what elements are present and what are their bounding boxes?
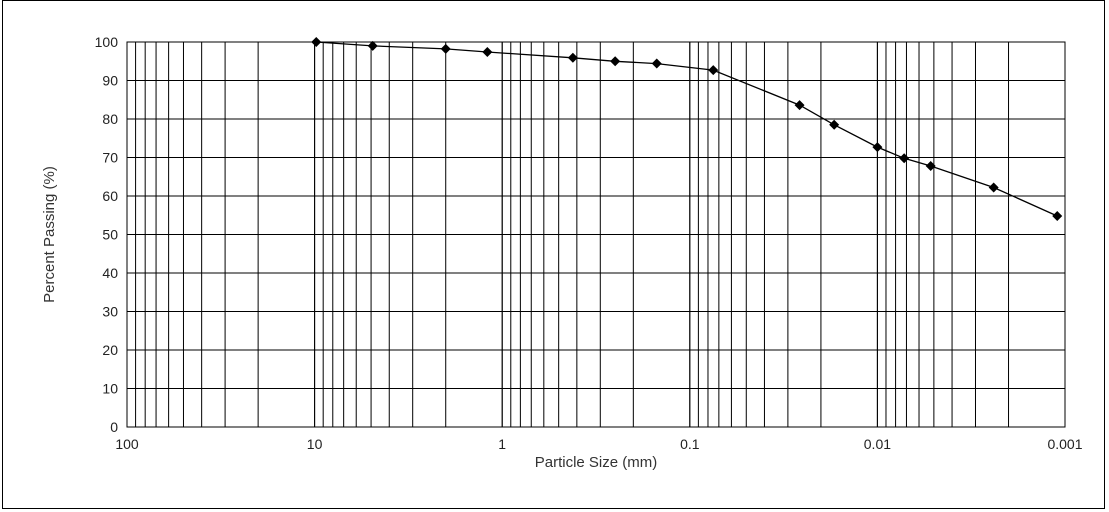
x-tick-label: 1 (498, 436, 506, 452)
y-tick-label: 100 (95, 34, 119, 50)
y-tick-label: 20 (102, 342, 118, 358)
y-tick-label: 30 (102, 304, 118, 320)
y-tick-label: 10 (102, 381, 118, 397)
data-point (567, 52, 578, 63)
data-point (708, 65, 719, 76)
data-point (610, 56, 621, 67)
data-point (482, 47, 493, 58)
data-point (899, 153, 910, 164)
y-tick-label: 50 (102, 227, 118, 243)
y-tick-label: 0 (110, 419, 118, 435)
x-tick-label: 100 (115, 436, 139, 452)
data-point (872, 142, 883, 153)
y-tick-label: 70 (102, 150, 118, 166)
data-point (829, 119, 840, 130)
data-point (1052, 211, 1063, 222)
data-point (651, 58, 662, 69)
x-axis-ticks: 100 10 1 0.1 0.01 0.001 (115, 436, 1082, 452)
y-tick-label: 90 (102, 73, 118, 89)
y-axis-ticks: 0 10 20 30 40 50 60 70 80 90 100 (95, 34, 119, 435)
data-point (440, 43, 451, 54)
y-tick-label: 40 (102, 265, 118, 281)
grid (126, 41, 1066, 428)
y-axis-title: Percent Passing (%) (41, 166, 58, 303)
series (311, 37, 1063, 222)
plot-area-border (126, 41, 1066, 428)
x-tick-label: 0.01 (864, 436, 891, 452)
x-tick-label: 10 (307, 436, 323, 452)
x-tick-label: 0.001 (1047, 436, 1082, 452)
data-point (925, 160, 936, 171)
series-line (316, 41, 1058, 217)
x-tick-label: 0.1 (680, 436, 700, 452)
data-point (311, 37, 322, 47)
x-axis-title: Particle Size (mm) (535, 454, 658, 471)
data-point (367, 40, 378, 51)
y-tick-label: 80 (102, 111, 118, 127)
y-tick-label: 60 (102, 188, 118, 204)
data-point (988, 182, 999, 193)
data-point (794, 100, 805, 111)
